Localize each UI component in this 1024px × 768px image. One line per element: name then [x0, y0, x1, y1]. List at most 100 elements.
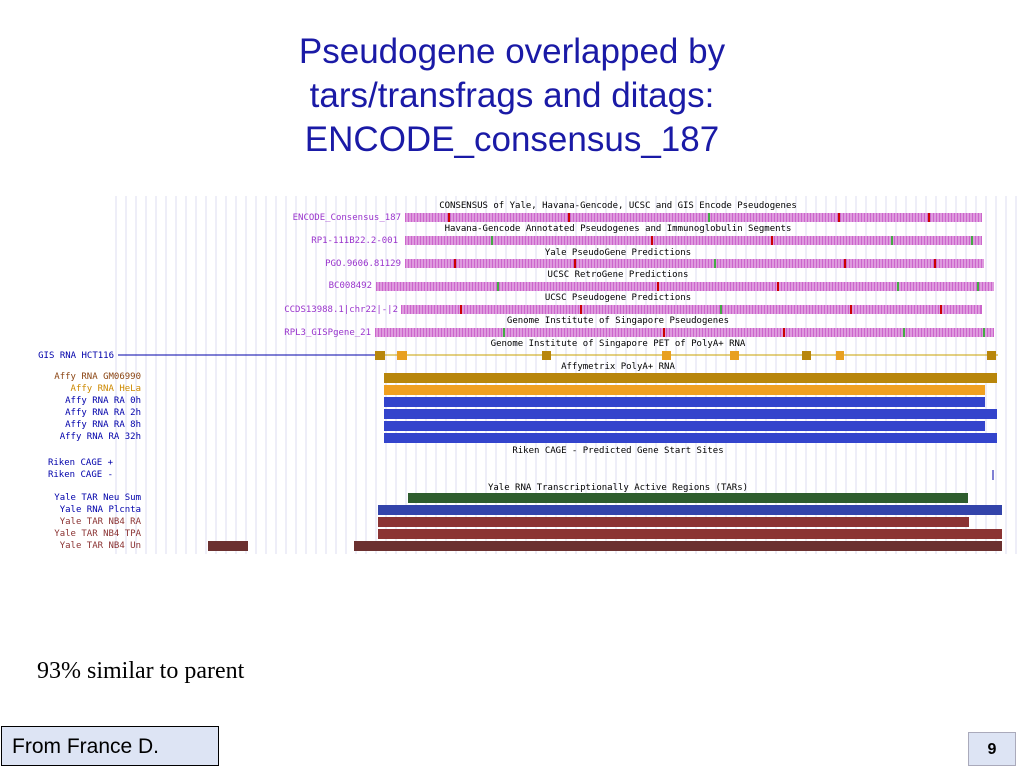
pseudogene-bar[interactable] [375, 328, 994, 337]
yale-rna-plcnta-bar[interactable] [378, 505, 1002, 515]
affy-ra8h-bar[interactable] [384, 421, 985, 431]
pseudogene-bar[interactable] [405, 213, 982, 222]
pseudogene-bar-fill [375, 328, 994, 337]
pseudogene-mark [657, 282, 659, 291]
label-rp1[interactable]: RP1-111B22.2-001 [311, 236, 398, 246]
pseudogene-mark [783, 328, 785, 337]
pseudogene-mark [771, 236, 773, 245]
label-pgo[interactable]: PGO.9606.81129 [325, 259, 401, 269]
label-ccds[interactable]: CCDS13988.1|chr22|-|2 [284, 305, 398, 315]
pseudogene-bar[interactable] [401, 305, 982, 314]
track-title-affy: Affymetrix PolyA+ RNA [561, 362, 675, 372]
gis-pet-box[interactable] [987, 351, 996, 360]
pseudogene-mark [934, 259, 936, 268]
gis-pet-box[interactable] [375, 351, 385, 360]
label-affy-ra0h[interactable]: Affy RNA RA 0h [65, 396, 141, 406]
pseudogene-mark [580, 305, 582, 314]
genome-browser-tracks: CONSENSUS of Yale, Havana-Gencode, UCSC … [38, 196, 1017, 554]
yale-tar-nb4ra-bar[interactable] [378, 517, 969, 527]
pseudogene-mark [568, 213, 570, 222]
label-bc[interactable]: BC008492 [329, 281, 372, 291]
label-affy-ra2h[interactable]: Affy RNA RA 2h [65, 408, 141, 418]
pseudogene-mark [720, 305, 722, 314]
pseudogene-mark [454, 259, 456, 268]
track-title-gis-pseudogenes: Genome Institute of Singapore Pseudogene… [507, 316, 729, 326]
slide-title-line-3: ENCODE_consensus_187 [304, 120, 720, 159]
pseudogene-bar[interactable] [405, 259, 984, 268]
track-title-ucsc-pseudogene: UCSC Pseudogene Predictions [545, 293, 691, 303]
pseudogene-mark [503, 328, 505, 337]
affy-ra0h-bar[interactable] [384, 397, 985, 407]
pseudogene-mark [460, 305, 462, 314]
yale-tar-nb4un-bar[interactable] [354, 541, 1002, 551]
pseudogene-mark [897, 282, 899, 291]
slide-title: Pseudogene overlapped by tars/transfrags… [0, 30, 1024, 162]
label-yale-tar-nb4tpa[interactable]: Yale TAR NB4 TPA [54, 529, 141, 539]
credit-box: From France D. [1, 726, 219, 766]
track-title-yale-pseudogene: Yale PseudoGene Predictions [545, 248, 691, 258]
gis-pet-box[interactable] [802, 351, 811, 360]
page-number: 9 [968, 732, 1016, 766]
slide-title-line-1: Pseudogene overlapped by [298, 32, 726, 71]
pseudogene-mark [448, 213, 450, 222]
pseudogene-tracks [375, 213, 994, 337]
label-rpl3[interactable]: RPL3_GISPgene_21 [284, 328, 371, 338]
pseudogene-mark [891, 236, 893, 245]
pseudogene-mark [940, 305, 942, 314]
pseudogene-bar-fill [405, 236, 982, 245]
track-title-consensus: CONSENSUS of Yale, Havana-Gencode, UCSC … [439, 201, 797, 211]
pseudogene-mark [977, 282, 979, 291]
track-title-yale-tar: Yale RNA Transcriptionally Active Region… [488, 483, 748, 493]
pseudogene-mark [777, 282, 779, 291]
pseudogene-mark [497, 282, 499, 291]
label-gis-hct116[interactable]: GIS RNA HCT116 [38, 351, 114, 361]
pseudogene-mark [714, 259, 716, 268]
pseudogene-bar-fill [405, 213, 982, 222]
track-title-retrogene: UCSC RetroGene Predictions [548, 270, 689, 280]
pseudogene-bar[interactable] [405, 236, 982, 245]
pseudogene-mark [983, 328, 985, 337]
pseudogene-bar-fill [376, 282, 994, 291]
yale-tar-nb4un-bar[interactable] [208, 541, 248, 551]
affy-ra32h-bar[interactable] [384, 433, 997, 443]
pseudogene-mark [574, 259, 576, 268]
affy-ra2h-bar[interactable] [384, 409, 997, 419]
gis-pet-box[interactable] [836, 351, 844, 360]
track-title-riken: Riken CAGE - Predicted Gene Start Sites [512, 446, 723, 456]
slide-title-line-2: tars/transfrags and ditags: [309, 76, 715, 115]
label-affy-hela[interactable]: Affy RNA HeLa [71, 384, 141, 394]
label-yale-tar-neu[interactable]: Yale TAR Neu Sum [54, 493, 141, 503]
pseudogene-mark [708, 213, 710, 222]
gis-pet-box[interactable] [542, 351, 551, 360]
pseudogene-mark [844, 259, 846, 268]
label-encode-consensus[interactable]: ENCODE_Consensus_187 [293, 213, 401, 223]
label-affy-gm06990[interactable]: Affy RNA GM06990 [54, 372, 141, 382]
affy-gm06990-bar[interactable] [384, 373, 997, 383]
pseudogene-mark [928, 213, 930, 222]
caption: 93% similar to parent [37, 658, 245, 684]
gis-pet-box[interactable] [662, 351, 671, 360]
gis-pet-box[interactable] [397, 351, 407, 360]
label-affy-ra8h[interactable]: Affy RNA RA 8h [65, 420, 141, 430]
pseudogene-mark [663, 328, 665, 337]
pseudogene-mark [838, 213, 840, 222]
track-title-gis-pet: Genome Institute of Singapore PET of Pol… [491, 339, 746, 349]
pseudogene-bar[interactable] [376, 282, 994, 291]
pseudogene-mark [651, 236, 653, 245]
label-riken-plus[interactable]: Riken CAGE + [48, 458, 114, 468]
track-title-havana: Havana-Gencode Annotated Pseudogenes and… [445, 224, 792, 234]
pseudogene-mark [850, 305, 852, 314]
yale-tar-nb4tpa-bar[interactable] [378, 529, 1002, 539]
label-yale-tar-nb4ra[interactable]: Yale TAR NB4 RA [60, 517, 142, 527]
pseudogene-mark [903, 328, 905, 337]
affy-hela-bar[interactable] [384, 385, 985, 395]
label-affy-ra32h[interactable]: Affy RNA RA 32h [60, 432, 141, 442]
label-yale-tar-nb4un[interactable]: Yale TAR NB4 Un [60, 541, 141, 551]
pseudogene-mark [971, 236, 973, 245]
label-yale-rna-plcnta[interactable]: Yale RNA Plcnta [60, 505, 141, 515]
genome-browser-screenshot: CONSENSUS of Yale, Havana-Gencode, UCSC … [8, 196, 1024, 554]
pseudogene-mark [491, 236, 493, 245]
gis-pet-box[interactable] [730, 351, 739, 360]
yale-tar-neu-bar[interactable] [408, 493, 968, 503]
label-riken-minus[interactable]: Riken CAGE - [48, 470, 113, 480]
